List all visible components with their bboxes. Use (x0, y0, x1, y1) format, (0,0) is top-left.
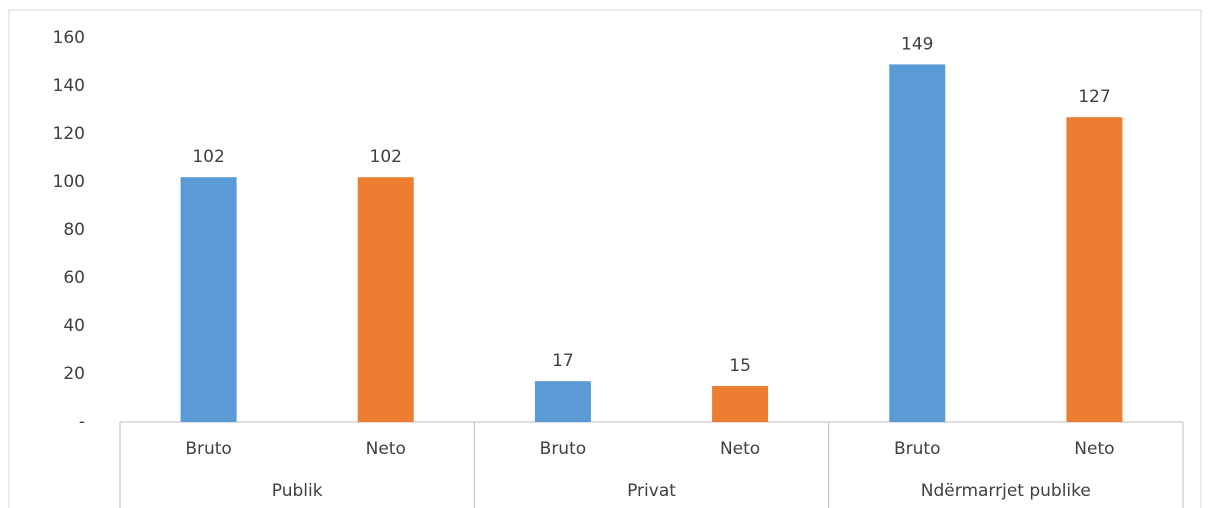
y-tick-label: 40 (63, 316, 85, 336)
group-label: Ndërmarrjet publike (921, 481, 1091, 501)
y-tick-label: 60 (63, 268, 85, 288)
x-tick-label: Neto (1074, 439, 1114, 459)
bar (889, 64, 946, 423)
y-tick-label: 160 (53, 28, 85, 48)
group-label: Publik (272, 481, 323, 501)
data-label: 149 (901, 34, 933, 54)
y-tick-label: 120 (53, 124, 85, 144)
y-tick-label: 100 (53, 172, 85, 192)
data-label: 17 (552, 351, 574, 371)
data-label: 102 (370, 147, 402, 167)
bar (534, 381, 591, 422)
bar (357, 177, 414, 422)
x-tick-label: Neto (720, 439, 760, 459)
data-label: 15 (729, 356, 751, 376)
bar (180, 177, 237, 422)
y-tick-label: - (79, 412, 85, 432)
y-tick-label: 80 (63, 220, 85, 240)
y-tick-label: 20 (63, 364, 85, 384)
chart-frame (8, 9, 1202, 508)
x-tick-label: Bruto (540, 439, 587, 459)
bar (712, 386, 769, 422)
group-label: Privat (627, 481, 676, 501)
data-label: 102 (192, 147, 224, 167)
data-label: 127 (1078, 87, 1110, 107)
bar (1066, 117, 1123, 422)
x-tick-label: Bruto (185, 439, 232, 459)
x-tick-label: Neto (366, 439, 406, 459)
x-tick-label: Bruto (894, 439, 941, 459)
y-tick-label: 140 (53, 76, 85, 96)
